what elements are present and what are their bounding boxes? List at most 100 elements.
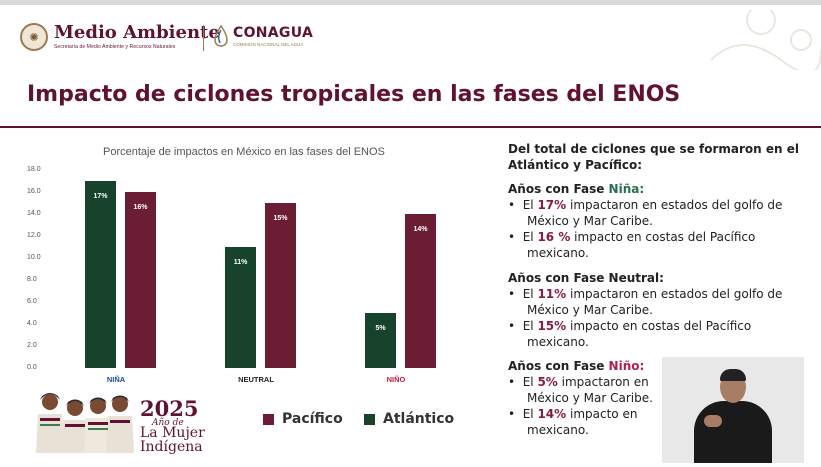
bar-data-label: 17% <box>93 193 108 200</box>
title-underline <box>0 126 821 128</box>
legend-atlantico-swatch <box>364 413 375 425</box>
nina-b1-post: impactaron en estados del golfo de <box>566 198 783 212</box>
nino-bullet-1-line2: México y Mar Caribe. <box>527 391 653 405</box>
nino-bullet-1: • El 5% impactaron en <box>508 374 649 390</box>
neutral-b2-post: impacto en costas del Pacífico <box>566 319 752 333</box>
sign-language-interpreter-video <box>662 357 804 463</box>
y-tick-label: 10.0 <box>27 254 41 261</box>
x-category-label: NIÑO <box>386 375 406 384</box>
y-tick-label: 12.0 <box>27 232 41 239</box>
neutral-b1-post: impactaron en estados del golfo de <box>566 287 783 301</box>
neutral-bullet-1: • El 11% impactaron en estados del golfo… <box>508 286 782 302</box>
neutral-b1-pct: 11% <box>537 287 567 301</box>
banner-ano-de: Año de <box>152 418 184 428</box>
bar-atlantico-neutral <box>224 247 256 368</box>
y-tick-label: 6.0 <box>27 298 37 305</box>
bullet-glyph: • <box>508 198 516 212</box>
legend-atlantico-label: Atlántico <box>383 411 455 427</box>
nino-bullet-2: • El 14% impacto en <box>508 406 637 422</box>
nina-b1-pct: 17% <box>537 198 567 212</box>
interpreter-body <box>694 401 772 463</box>
bar-atlantico-niño <box>364 313 396 368</box>
bar-atlantico-niña <box>84 181 116 368</box>
y-tick-label: 4.0 <box>27 320 37 327</box>
conagua-subtitle: COMISIÓN NACIONAL DEL AGUA <box>233 41 304 47</box>
top-bar <box>0 0 821 5</box>
bullet-glyph: • <box>508 287 516 301</box>
neutral-b2-pre: El <box>522 319 538 333</box>
bullet-glyph: • <box>508 407 516 421</box>
bar-data-label: 15% <box>273 215 288 222</box>
header-ornament <box>710 10 821 70</box>
intro-line-2: Atlántico y Pacífico: <box>508 158 643 172</box>
y-tick-label: 18.0 <box>27 166 41 173</box>
nina-b2-pre: El <box>522 230 538 244</box>
neutral-b2-pct: 15% <box>537 319 567 333</box>
legend-pacifico: Pacífico <box>263 411 343 427</box>
nina-heading-phase: Niña: <box>608 182 645 196</box>
y-tick-label: 14.0 <box>27 210 41 217</box>
bar-pacifico-niña <box>124 192 156 368</box>
conagua-title: CONAGUA <box>233 24 314 41</box>
medio-ambiente-logo: ✺ Medio Ambiente Secretaría de Medio Amb… <box>20 23 220 51</box>
bar-data-label: 16% <box>133 204 148 211</box>
neutral-bullet-2-line2: mexicano. <box>527 335 589 349</box>
nino-b2-pct: 14% <box>537 407 567 421</box>
indigenous-women-illustration <box>36 393 134 453</box>
banner-la-mujer: La Mujer <box>140 425 205 441</box>
bullet-glyph: • <box>508 375 516 389</box>
conagua-logo: CONAGUA COMISIÓN NACIONAL DEL AGUA <box>213 25 313 47</box>
nina-bullet-2: • El 16 % impacto en costas del Pacífico <box>508 229 755 245</box>
banner-indigena: Indígena <box>140 439 203 455</box>
nino-b2-post: impacto en <box>566 407 638 421</box>
medio-ambiente-title: Medio Ambiente <box>54 22 220 43</box>
x-category-label: NEUTRAL <box>238 375 274 384</box>
nino-b1-pre: El <box>522 375 538 389</box>
nino-b2-pre: El <box>522 407 538 421</box>
government-seal-icon: ✺ <box>20 23 48 51</box>
nina-bullet-1-line2: México y Mar Caribe. <box>527 214 653 228</box>
logo-divider <box>203 25 204 51</box>
nino-heading-phase: Niño: <box>608 359 645 373</box>
nino-bullet-2-line2: mexicano. <box>527 423 589 437</box>
intro-line-1: Del total de ciclones que se formaron en… <box>508 142 799 156</box>
y-tick-label: 16.0 <box>27 188 41 195</box>
neutral-b1-pre: El <box>522 287 538 301</box>
chart-title: Porcentaje de impactos en México en las … <box>103 146 385 158</box>
bar-data-label: 14% <box>413 226 428 233</box>
neutral-bullet-1-line2: México y Mar Caribe. <box>527 303 653 317</box>
bar-data-label: 5% <box>375 325 386 332</box>
slide-title: Impacto de ciclones tropicales en las fa… <box>27 82 681 107</box>
y-tick-label: 8.0 <box>27 276 37 283</box>
nina-heading-prefix: Años con Fase <box>508 182 609 196</box>
nino-b1-pct: 5% <box>537 375 558 389</box>
bar-pacifico-neutral <box>264 203 296 368</box>
medio-ambiente-subtitle: Secretaría de Medio Ambiente y Recursos … <box>54 44 176 50</box>
nino-heading: Años con Fase Niño: <box>508 358 644 374</box>
nina-b2-pct: 16 % <box>537 230 571 244</box>
neutral-bullet-2: • El 15% impacto en costas del Pacífico <box>508 318 751 334</box>
nina-b1-pre: El <box>522 198 538 212</box>
nina-b2-post: impacto en costas del Pacífico <box>570 230 756 244</box>
x-category-label: NIÑA <box>106 375 126 384</box>
nina-bullet-1: • El 17% impactaron en estados del golfo… <box>508 197 782 213</box>
banner-year: 2025 <box>140 396 199 421</box>
interpreter-hand <box>704 415 722 427</box>
legend-pacifico-label: Pacífico <box>282 411 343 427</box>
bar-data-label: 11% <box>233 259 248 266</box>
bullet-glyph: • <box>508 230 516 244</box>
nina-heading: Años con Fase Niña: <box>508 181 644 197</box>
slide-header: ✺ Medio Ambiente Secretaría de Medio Amb… <box>0 5 821 70</box>
y-tick-label: 0.0 <box>27 364 37 371</box>
neutral-heading: Años con Fase Neutral: <box>508 271 664 285</box>
nino-b1-post: impactaron en <box>557 375 649 389</box>
bullet-glyph: • <box>508 319 516 333</box>
bar-pacifico-niño <box>404 214 436 368</box>
nino-heading-prefix: Años con Fase <box>508 359 609 373</box>
banner-mujer-indigena: La Mujer Indígena <box>140 426 205 454</box>
conagua-drop-icon <box>214 25 228 47</box>
legend-pacifico-swatch <box>263 413 274 425</box>
legend-atlantico: Atlántico <box>364 411 454 427</box>
interpreter-hair <box>720 369 746 381</box>
y-tick-label: 2.0 <box>27 342 37 349</box>
